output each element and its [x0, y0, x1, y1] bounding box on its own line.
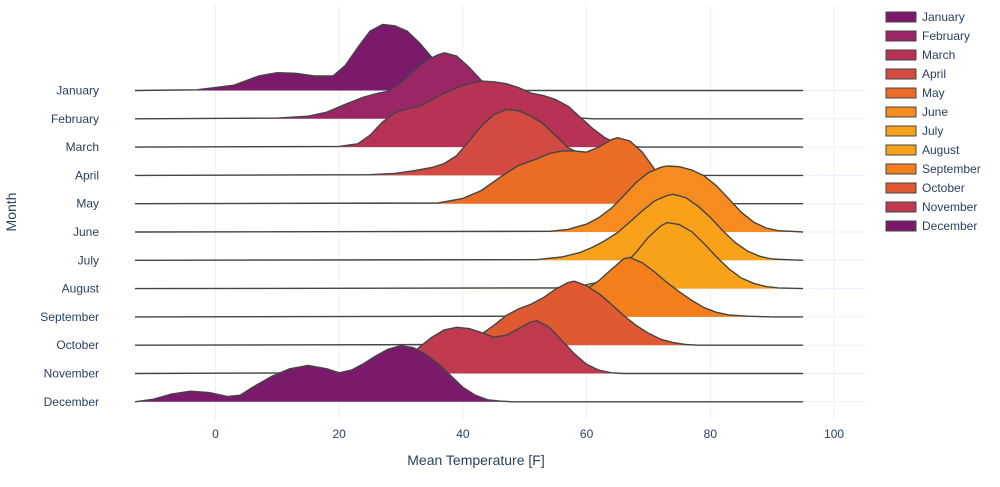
legend-label: May — [922, 86, 945, 100]
legend-item-december[interactable]: December — [885, 219, 977, 233]
legend-label: March — [922, 48, 955, 62]
legend-swatch — [885, 125, 917, 137]
ridge-fill-november[interactable] — [135, 320, 804, 374]
x-tick-label: 100 — [824, 427, 844, 441]
y-tick-label: December — [44, 395, 99, 409]
y-tick-labels: January February March April May June July Augu… — [40, 84, 99, 409]
y-tick-label: October — [56, 338, 99, 352]
ridge-line-june — [134, 165, 804, 233]
y-tick-label: April — [75, 168, 99, 182]
legend-swatch — [885, 201, 917, 213]
ridge-fill-march[interactable] — [135, 81, 804, 148]
legend-item-march[interactable]: March — [885, 48, 955, 62]
legend-swatch — [885, 11, 917, 23]
ridges — [134, 23, 804, 403]
x-tick-label: 20 — [332, 427, 346, 441]
legend-swatch — [885, 182, 917, 194]
x-tick-label: 80 — [704, 427, 718, 441]
ridge-line-march — [134, 80, 804, 148]
legend-swatch — [885, 68, 917, 80]
x-axis-title: Mean Temperature [F] — [407, 452, 544, 468]
legend-swatch — [885, 220, 917, 232]
legend-item-february[interactable]: February — [885, 29, 970, 43]
legend-swatch — [885, 49, 917, 61]
ridge-fill-december[interactable] — [135, 345, 804, 402]
legend-item-november[interactable]: November — [885, 200, 977, 214]
ridge-line-october — [134, 280, 804, 346]
legend-label: February — [922, 29, 970, 43]
legend-item-july[interactable]: July — [885, 124, 943, 138]
x-tick-label: 0 — [212, 427, 219, 441]
y-tick-label: November — [44, 367, 99, 381]
legend-item-october[interactable]: October — [885, 181, 965, 195]
legend-label: July — [922, 124, 943, 138]
ridge-line-july — [134, 193, 804, 261]
legend-item-september[interactable]: September — [885, 162, 981, 176]
y-tick-label: January — [56, 84, 99, 98]
legend-label: September — [922, 162, 981, 176]
legend-label: October — [922, 181, 965, 195]
legend-label: August — [922, 143, 960, 157]
legend-label: December — [922, 219, 977, 233]
ridge-fill-october[interactable] — [135, 281, 804, 346]
legend-swatch — [885, 144, 917, 156]
legend-label: January — [922, 10, 965, 24]
legend-item-january[interactable]: January — [885, 10, 965, 24]
legend-label: November — [922, 200, 977, 214]
y-tick-label: September — [40, 310, 99, 324]
y-tick-label: August — [62, 282, 100, 296]
y-tick-label: February — [51, 112, 99, 126]
legend-item-may[interactable]: May — [885, 86, 945, 100]
x-tick-labels: 0 20 40 60 80 100 — [212, 427, 844, 441]
legend-label: April — [922, 67, 946, 81]
legend-item-april[interactable]: April — [885, 67, 946, 81]
legend-swatch — [885, 30, 917, 42]
y-tick-label: March — [66, 140, 99, 154]
legend[interactable]: January February March April May June July Augu… — [885, 10, 981, 233]
legend-item-august[interactable]: August — [885, 143, 960, 157]
ridge-fill-july[interactable] — [135, 194, 804, 261]
legend-label: June — [922, 105, 948, 119]
y-tick-label: May — [76, 197, 99, 211]
legend-swatch — [885, 106, 917, 118]
legend-swatch — [885, 87, 917, 99]
ridge-fill-april[interactable] — [135, 109, 804, 176]
x-tick-label: 40 — [456, 427, 470, 441]
y-tick-label: July — [78, 253, 99, 267]
x-tick-label: 60 — [580, 427, 594, 441]
ridge-line-december — [134, 345, 804, 403]
legend-swatch — [885, 163, 917, 175]
ridge-fill-september[interactable] — [135, 257, 804, 317]
y-tick-label: June — [73, 225, 99, 239]
legend-item-june[interactable]: June — [885, 105, 948, 119]
y-axis-title: Month — [3, 193, 19, 232]
